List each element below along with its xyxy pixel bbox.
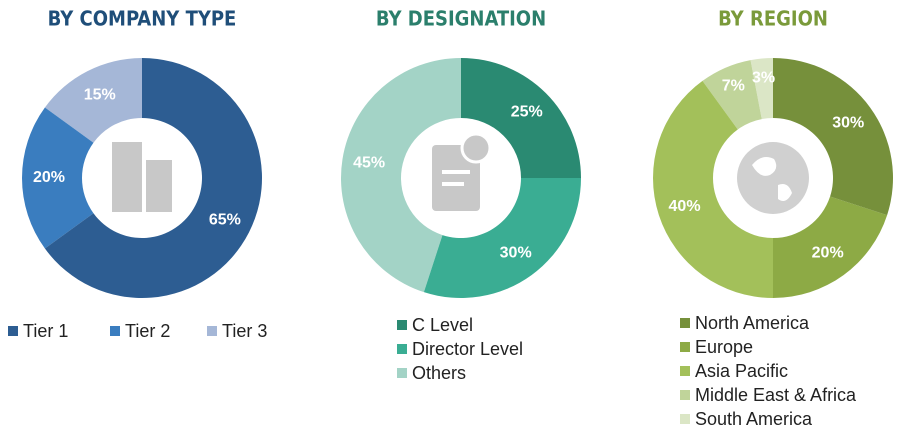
donut-slice xyxy=(44,58,262,298)
legend-label: Others xyxy=(412,363,466,383)
value-label: 25% xyxy=(511,103,543,120)
legend-label: Asia Pacific xyxy=(695,361,788,381)
value-label: 40% xyxy=(669,198,701,215)
legend-label: C Level xyxy=(412,315,473,335)
value-label: 7% xyxy=(722,77,745,94)
donut-slice xyxy=(22,107,94,249)
value-label: 20% xyxy=(812,244,844,261)
value-label: 20% xyxy=(33,169,65,186)
donut-slice xyxy=(653,80,773,298)
globe-icon xyxy=(737,142,809,214)
legend-label: Director Level xyxy=(412,339,523,359)
value-label: 3% xyxy=(752,70,775,87)
legend-label: Tier 3 xyxy=(222,321,267,341)
donut-slice xyxy=(461,58,581,178)
legend-label: Tier 1 xyxy=(23,321,68,341)
chart-title: BY REGION xyxy=(718,7,828,31)
legend-swatch xyxy=(397,344,407,354)
legend-swatch xyxy=(207,326,217,336)
document-icon xyxy=(432,132,492,211)
building-icon xyxy=(112,142,172,212)
legend-swatch xyxy=(110,326,120,336)
legend-swatch xyxy=(680,390,690,400)
legend-swatch xyxy=(8,326,18,336)
value-label: 45% xyxy=(353,155,385,172)
donut-slice xyxy=(423,178,581,298)
value-label: 30% xyxy=(832,115,864,132)
legend-swatch xyxy=(397,320,407,330)
legend-swatch xyxy=(680,414,690,424)
donut-slice xyxy=(773,196,888,298)
value-label: 65% xyxy=(209,211,241,228)
legend-swatch xyxy=(680,318,690,328)
chart-title: BY DESIGNATION xyxy=(376,7,546,31)
legend-label: North America xyxy=(695,313,810,333)
donut-slice xyxy=(750,58,773,120)
donut-slice xyxy=(44,58,142,143)
donut-slice xyxy=(341,58,461,293)
legend-label: Tier 2 xyxy=(125,321,170,341)
legend-label: South America xyxy=(695,409,813,429)
legend-label: Europe xyxy=(695,337,753,357)
value-label: 30% xyxy=(500,244,532,261)
chart-title: BY COMPANY TYPE xyxy=(48,7,237,31)
value-label: 15% xyxy=(84,86,116,103)
legend-label: Middle East & Africa xyxy=(695,385,857,405)
legend-swatch xyxy=(680,342,690,352)
donut-slice xyxy=(702,60,762,130)
legend-swatch xyxy=(680,366,690,376)
donut-slice xyxy=(773,58,894,216)
legend-swatch xyxy=(397,368,407,378)
